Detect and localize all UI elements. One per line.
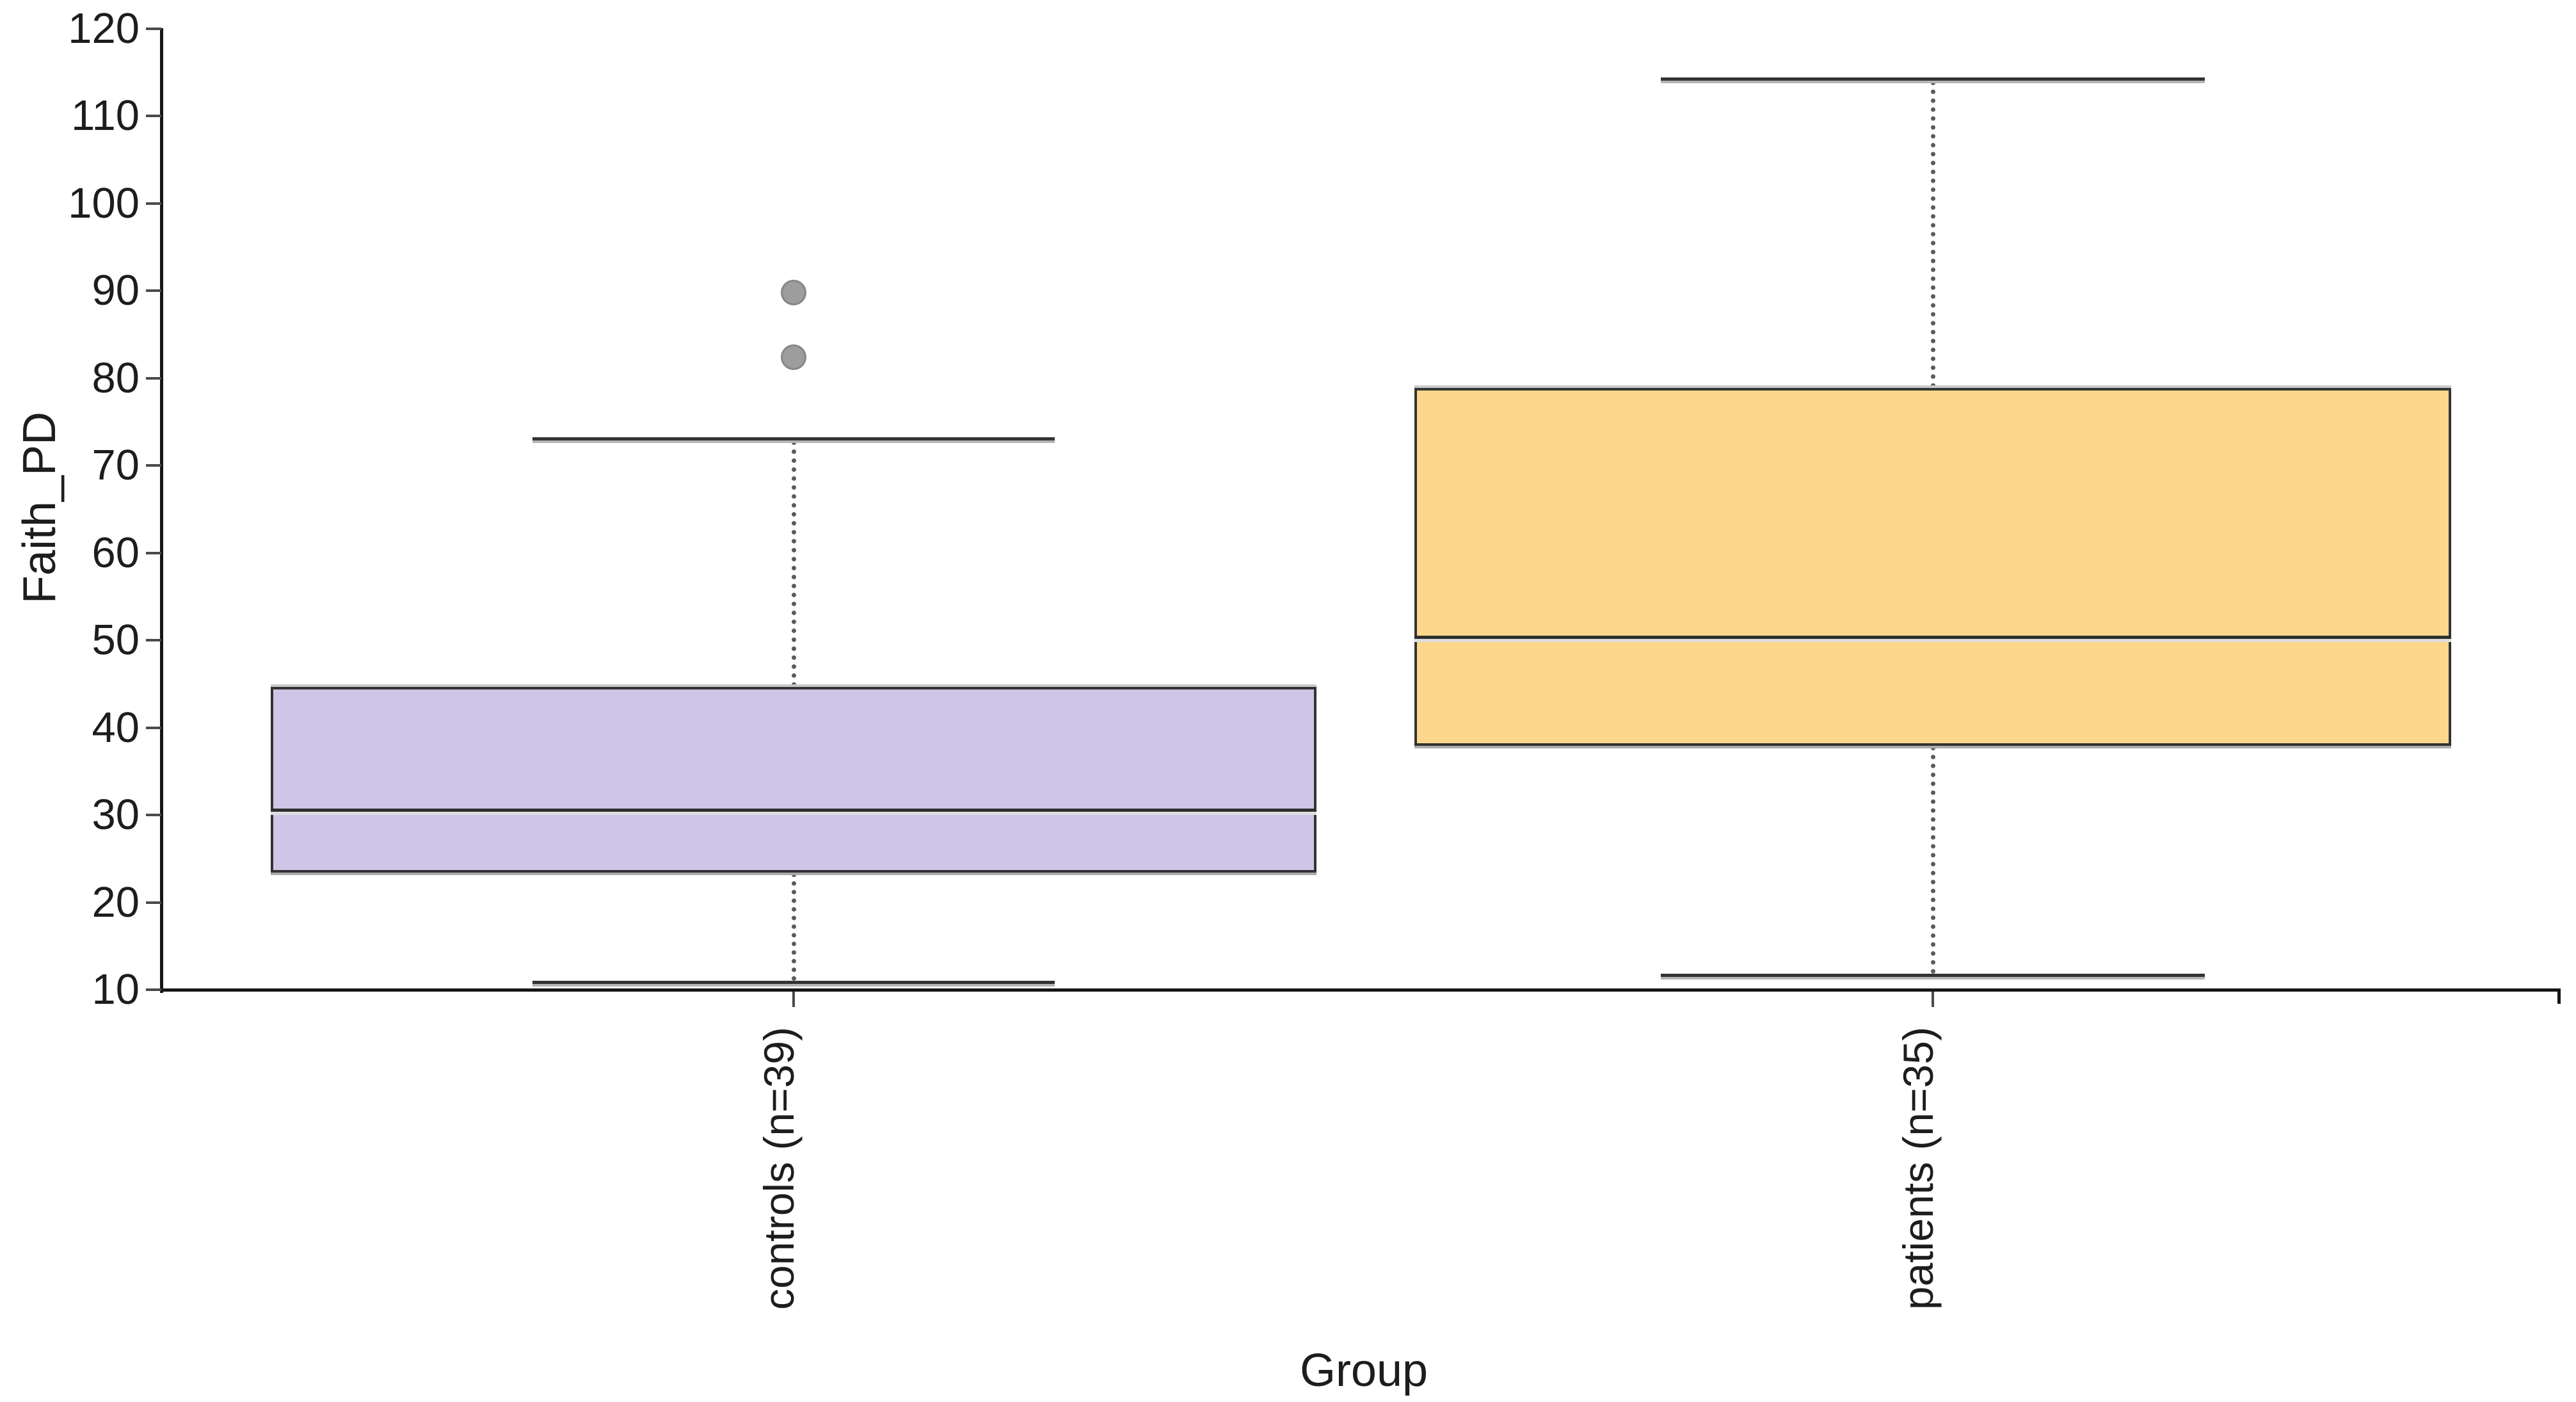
y-tick-mark xyxy=(146,464,161,467)
y-tick-label: 80 xyxy=(92,353,140,402)
x-tick-mark xyxy=(1932,992,1934,1007)
y-tick-label: 90 xyxy=(92,266,140,315)
y-tick-label: 20 xyxy=(92,878,140,926)
y-axis-title: Faith_PD xyxy=(14,411,65,604)
y-tick-mark xyxy=(146,726,161,729)
y-tick-label: 50 xyxy=(92,616,140,665)
y-tick-label: 120 xyxy=(68,4,140,52)
y-tick-label: 40 xyxy=(92,703,140,752)
x-axis-title: Group xyxy=(1299,1345,1428,1396)
iqr-box xyxy=(271,686,1316,873)
y-tick-mark xyxy=(146,202,161,205)
y-tick-label: 10 xyxy=(92,965,140,1013)
x-category-label: patients (n=35) xyxy=(1894,1026,1942,1310)
y-tick-mark xyxy=(146,376,161,380)
x-axis-end-tick xyxy=(2557,990,2561,1004)
y-tick-mark xyxy=(146,814,161,817)
y-tick-label: 110 xyxy=(71,92,140,140)
median-line xyxy=(1414,635,2451,639)
lower-whisker-line xyxy=(792,873,796,981)
y-tick-mark xyxy=(146,639,161,642)
upper-whisker-line xyxy=(1931,80,1935,388)
lower-whisker-line xyxy=(1931,746,1935,974)
x-axis-line xyxy=(160,988,2561,992)
x-category-label: controls (n=39) xyxy=(755,1026,803,1310)
lower-whisker-cap xyxy=(1661,973,2205,977)
y-tick-label: 30 xyxy=(92,791,140,839)
y-axis-line xyxy=(160,28,163,993)
y-tick-mark xyxy=(146,27,161,30)
outlier-point xyxy=(781,280,806,306)
y-tick-mark xyxy=(146,551,161,554)
y-tick-mark xyxy=(146,115,161,118)
median-line xyxy=(271,808,1316,812)
upper-whisker-line xyxy=(792,440,796,687)
outlier-point xyxy=(781,344,806,371)
y-tick-label: 60 xyxy=(92,528,140,577)
iqr-box xyxy=(1414,387,2451,746)
y-tick-label: 70 xyxy=(92,441,140,490)
upper-whisker-cap xyxy=(532,437,1055,440)
y-tick-mark xyxy=(146,901,161,904)
lower-whisker-cap xyxy=(532,980,1055,984)
x-tick-mark xyxy=(792,992,795,1007)
upper-whisker-cap xyxy=(1661,77,2205,81)
y-tick-mark xyxy=(146,289,161,293)
y-tick-mark xyxy=(146,988,161,991)
y-tick-label: 100 xyxy=(68,179,140,227)
